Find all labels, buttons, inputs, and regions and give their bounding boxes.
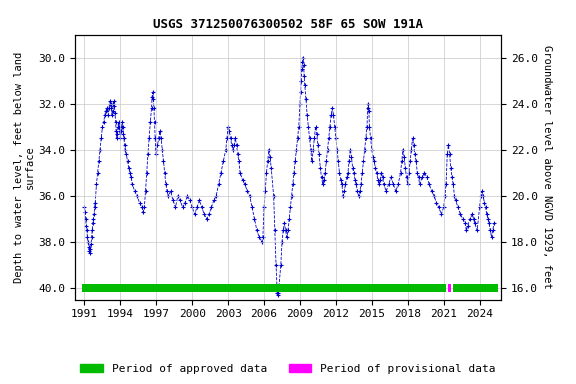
Bar — [453, 284, 498, 292]
Y-axis label: Depth to water level, feet below land
surface: Depth to water level, feet below land su… — [14, 51, 35, 283]
Title: USGS 371250076300502 58F 65 SOW 191A: USGS 371250076300502 58F 65 SOW 191A — [153, 18, 423, 31]
Bar — [82, 284, 446, 292]
Legend: Period of approved data, Period of provisional data: Period of approved data, Period of provi… — [76, 359, 500, 379]
Y-axis label: Groundwater level above NGVD 1929, feet: Groundwater level above NGVD 1929, feet — [542, 45, 552, 289]
Bar — [448, 284, 452, 292]
